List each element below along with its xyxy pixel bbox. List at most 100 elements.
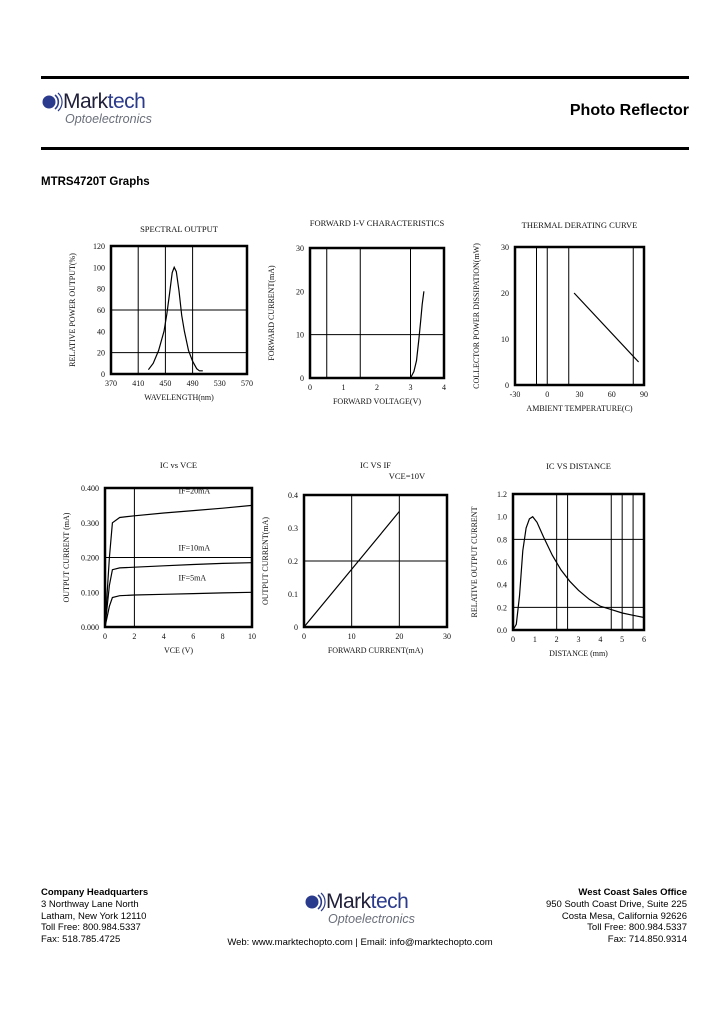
chart-title: THERMAL DERATING CURVE bbox=[522, 220, 638, 230]
x-tick-label: 4 bbox=[598, 635, 602, 644]
series-label: IF=20mA bbox=[179, 486, 211, 495]
x-axis-label: WAVELENGTH(nm) bbox=[144, 393, 214, 402]
header-top-rule bbox=[41, 76, 689, 79]
chart-title: SPECTRAL OUTPUT bbox=[140, 224, 219, 234]
footer-web-email: Web: www.marktechopto.com | Email: info@… bbox=[227, 937, 493, 948]
y-tick-label: 0.400 bbox=[81, 484, 99, 493]
x-tick-label: 0 bbox=[545, 390, 549, 399]
y-tick-label: 1.0 bbox=[497, 513, 507, 522]
y-axis-label: FORWARD CURRENT(mA) bbox=[267, 265, 276, 361]
x-tick-label: 30 bbox=[443, 632, 451, 641]
x-tick-label: 3 bbox=[409, 383, 413, 392]
chart-title: FORWARD I-V CHARACTERISTICS bbox=[310, 218, 445, 228]
chart-ic-vs-vce: IC vs VCE 0 2 4 6 8 10 0.000 0.100 0.200 0.300 0.40… bbox=[57, 460, 266, 663]
y-tick-label: 20 bbox=[97, 349, 105, 358]
y-tick-label: 100 bbox=[93, 263, 105, 272]
x-axis-label: DISTANCE (mm) bbox=[549, 649, 608, 658]
y-tick-label: 0.1 bbox=[288, 590, 298, 599]
y-axis-label: COLLECTOR POWER DISSIPATION(mW) bbox=[472, 243, 481, 389]
data-series-line bbox=[104, 504, 253, 628]
y-tick-label: 0.2 bbox=[288, 557, 298, 566]
y-tick-label: 20 bbox=[501, 289, 509, 298]
y-axis-label: OUTPUT CURRENT(mA) bbox=[261, 517, 270, 605]
wc-toll-free: Toll Free: 800.984.5337 bbox=[587, 922, 687, 934]
x-tick-label: -30 bbox=[510, 390, 521, 399]
y-tick-label: 30 bbox=[296, 244, 304, 253]
x-axis-label: FORWARD CURRENT(mA) bbox=[328, 646, 424, 655]
x-tick-label: 30 bbox=[576, 390, 584, 399]
x-tick-label: 1 bbox=[342, 383, 346, 392]
x-tick-label: 6 bbox=[642, 635, 646, 644]
data-series-line bbox=[573, 292, 640, 363]
wc-address-line1: 950 South Coast Drive, Suite 225 bbox=[545, 898, 687, 910]
y-tick-label: 0 bbox=[294, 623, 298, 632]
y-tick-label: 0.0 bbox=[497, 626, 507, 635]
y-tick-label: 20 bbox=[296, 287, 304, 296]
header-bottom-rule bbox=[41, 147, 689, 150]
x-tick-label: 2 bbox=[132, 632, 136, 641]
y-tick-label: 60 bbox=[97, 306, 105, 315]
y-tick-label: 0 bbox=[300, 374, 304, 383]
hq-address-line1: 3 Northway Lane North bbox=[41, 898, 139, 910]
y-tick-label: 0.200 bbox=[81, 554, 99, 563]
section-title: MTRS4720T Graphs bbox=[41, 176, 150, 188]
y-tick-label: 0.100 bbox=[81, 588, 99, 597]
x-tick-label: 490 bbox=[187, 379, 199, 388]
footer-west-coast-office: West Coast Sales Office 950 South Coast … bbox=[546, 887, 687, 946]
x-tick-label: 0 bbox=[308, 383, 312, 392]
hq-heading: Company Headquarters bbox=[41, 887, 149, 898]
plot-frame bbox=[513, 245, 646, 387]
y-tick-label: 0.300 bbox=[81, 519, 99, 528]
data-series-line bbox=[303, 511, 400, 628]
x-tick-label: 60 bbox=[608, 390, 616, 399]
y-tick-label: 0 bbox=[101, 370, 105, 379]
wc-fax: Fax: 714.850.9314 bbox=[607, 934, 687, 946]
chart-ic-vs-distance: IC VS DISTANCE 0 1 2 3 4 5 6 0.0 0.2 0.4 0.6 0.8 1.0 1… bbox=[465, 461, 658, 666]
x-tick-label: 10 bbox=[248, 632, 256, 641]
data-series-line bbox=[409, 291, 425, 379]
chart-ic-vs-if: IC VS IF VCE=10V 0 10 20 30 0 0.1 0.2 0.3 0.4 FORWA… bbox=[256, 460, 461, 663]
x-tick-label: 8 bbox=[221, 632, 225, 641]
y-axis-label: OUTPUT CURRENT (mA) bbox=[62, 512, 71, 602]
wc-heading: West Coast Sales Office bbox=[578, 887, 687, 898]
chart-thermal-derating: THERMAL DERATING CURVE -30 0 30 60 90 0 10 20 30 A… bbox=[467, 220, 658, 421]
chart-title: IC VS IF bbox=[360, 460, 391, 470]
y-axis-label: RELATIVE POWER OUTPUT(%) bbox=[68, 253, 77, 367]
x-tick-label: 2 bbox=[555, 635, 559, 644]
logo-subtitle: Optoelectronics bbox=[65, 112, 152, 126]
y-axis-label: RELATIVE OUTPUT CURRENT bbox=[470, 506, 479, 617]
y-tick-label: 0.000 bbox=[81, 623, 99, 632]
x-tick-label: 20 bbox=[395, 632, 403, 641]
x-tick-label: 10 bbox=[348, 632, 356, 641]
x-tick-label: 3 bbox=[577, 635, 581, 644]
y-tick-label: 30 bbox=[501, 243, 509, 252]
y-tick-label: 0.2 bbox=[497, 603, 507, 612]
y-tick-label: 0.4 bbox=[497, 581, 507, 590]
x-tick-label: 370 bbox=[105, 379, 117, 388]
x-tick-label: 410 bbox=[132, 379, 144, 388]
chart-title: IC vs VCE bbox=[160, 460, 197, 470]
y-tick-label: 80 bbox=[97, 285, 105, 294]
logo-subtitle: Optoelectronics bbox=[328, 912, 415, 926]
y-tick-label: 0 bbox=[505, 381, 509, 390]
x-axis-label: FORWARD VOLTAGE(V) bbox=[333, 397, 421, 406]
y-tick-label: 0.6 bbox=[497, 558, 507, 567]
hq-fax: Fax: 518.785.4725 bbox=[41, 934, 121, 946]
y-tick-label: 120 bbox=[93, 242, 105, 251]
chart-subtitle: VCE=10V bbox=[389, 471, 426, 481]
plot-frame bbox=[109, 244, 249, 376]
y-tick-label: 10 bbox=[501, 335, 509, 344]
plot-frame bbox=[302, 493, 449, 629]
wc-address-line2: Costa Mesa, California 92626 bbox=[561, 910, 687, 922]
data-series-line bbox=[512, 515, 645, 631]
x-tick-label: 90 bbox=[640, 390, 648, 399]
chart-title: IC VS DISTANCE bbox=[546, 461, 611, 471]
logo-wave-icon bbox=[305, 892, 326, 911]
data-series-line bbox=[147, 265, 203, 372]
data-series-line bbox=[104, 562, 253, 628]
x-tick-label: 530 bbox=[214, 379, 226, 388]
logo-wordmark: Marktech bbox=[326, 890, 409, 913]
x-tick-label: 5 bbox=[620, 635, 624, 644]
data-series-line bbox=[104, 591, 253, 628]
plot-frame bbox=[308, 246, 446, 380]
